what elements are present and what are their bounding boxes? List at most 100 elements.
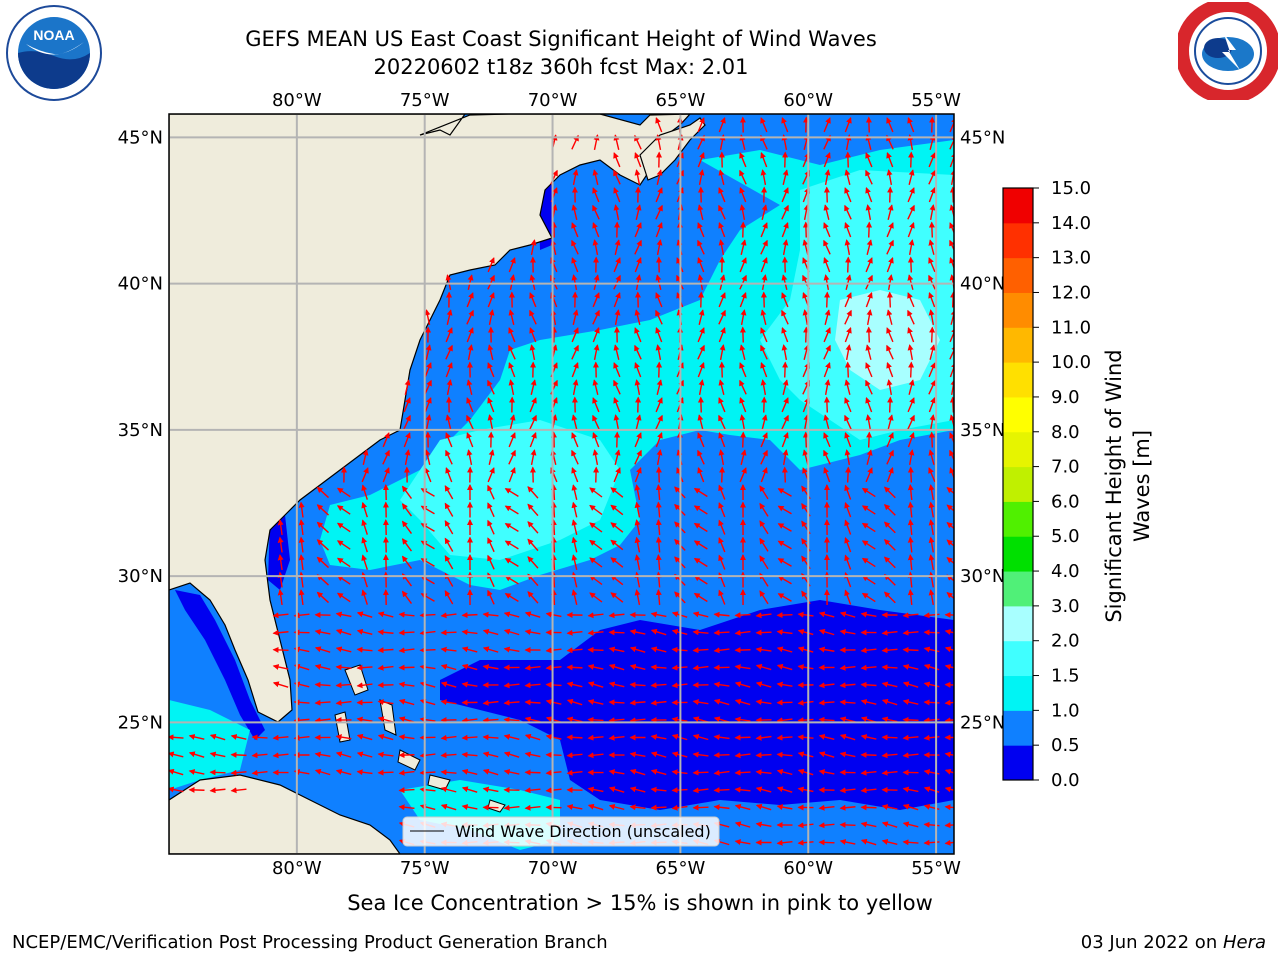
wave-direction-arrow [545, 751, 562, 758]
wave-direction-arrow [613, 257, 621, 273]
lon-label: 70°W [528, 90, 578, 111]
wave-direction-arrow [419, 716, 436, 723]
lon-label: 75°W [400, 90, 450, 111]
wave-direction-arrow [419, 612, 436, 619]
wave-direction-arrow [887, 274, 894, 291]
wave-direction-arrow [587, 646, 604, 653]
wave-direction-arrow [902, 716, 919, 723]
wave-direction-arrow [824, 291, 831, 308]
colorbar-tick-label: 8.0 [1051, 422, 1080, 443]
wave-direction-arrow [445, 274, 452, 290]
wave-direction-arrow [860, 647, 877, 654]
wave-direction-arrow [466, 327, 474, 343]
wave-direction-arrow [529, 344, 536, 360]
wave-direction-arrow [504, 505, 519, 515]
wave-direction-arrow [907, 187, 915, 203]
wave-direction-arrow [401, 503, 413, 517]
wave-direction-arrow [508, 449, 516, 465]
wave-direction-arrow [420, 505, 435, 515]
wave-direction-arrow [907, 554, 914, 571]
wave-direction-arrow [545, 647, 562, 654]
wave-direction-arrow [944, 822, 954, 829]
wave-direction-arrow [797, 717, 814, 724]
wave-direction-arrow [734, 734, 751, 741]
wave-direction-arrow [461, 804, 478, 810]
wave-direction-arrow [823, 362, 831, 378]
wave-direction-arrow [839, 716, 856, 723]
wave-direction-arrow [944, 681, 954, 688]
wave-direction-arrow [823, 274, 830, 291]
wave-direction-arrow [440, 752, 457, 759]
wave-direction-arrow [608, 629, 625, 636]
wave-direction-arrow [883, 556, 896, 569]
wave-direction-arrow [718, 379, 725, 395]
wave-direction-arrow [466, 449, 473, 465]
wave-direction-arrow [883, 521, 896, 534]
wave-direction-arrow [419, 698, 436, 706]
wave-direction-arrow [634, 536, 641, 553]
land-north-america [169, 114, 691, 723]
wave-direction-arrow [928, 379, 936, 395]
wave-direction-arrow [419, 769, 436, 776]
wave-direction-arrow [361, 467, 369, 483]
wave-direction-arrow [755, 752, 772, 759]
wave-direction-arrow [589, 539, 603, 551]
wave-direction-arrow [928, 187, 936, 203]
wave-direction-arrow [482, 699, 499, 706]
wave-direction-arrow [440, 769, 457, 776]
wave-direction-arrow [881, 838, 898, 845]
wave-direction-arrow [650, 804, 667, 811]
wave-direction-arrow [461, 629, 478, 636]
colorbar-tick-label: 3.0 [1051, 596, 1080, 617]
wave-direction-arrow [755, 681, 772, 688]
wave-direction-arrow [760, 432, 768, 448]
wave-direction-arrow [946, 557, 954, 565]
wave-direction-arrow [839, 629, 856, 636]
wave-direction-arrow [861, 592, 876, 603]
wave-direction-arrow [524, 699, 541, 706]
wave-direction-arrow [739, 169, 747, 185]
wave-direction-arrow [865, 379, 873, 395]
colorbar-segment [1003, 431, 1033, 468]
wave-direction-arrow [566, 804, 583, 810]
wave-direction-arrow [776, 734, 793, 741]
wave-direction-arrow [571, 239, 579, 255]
wave-direction-arrow [550, 571, 557, 588]
wave-direction-arrow [188, 769, 205, 775]
wave-direction-arrow [886, 327, 894, 343]
wave-direction-arrow [823, 327, 831, 343]
wave-direction-arrow [655, 554, 662, 571]
wave-direction-arrow [461, 734, 478, 741]
wave-direction-arrow [592, 292, 600, 308]
wave-direction-arrow [887, 186, 894, 203]
wave-direction-arrow [508, 344, 516, 360]
colorbar-segment [1003, 745, 1033, 781]
wave-direction-arrow [419, 752, 436, 759]
wave-direction-arrow [571, 467, 579, 483]
wave-direction-arrow [886, 117, 894, 133]
wave-direction-arrow [734, 629, 751, 636]
wave-direction-arrow [335, 699, 352, 706]
wave-direction-arrow [865, 292, 873, 308]
wave-direction-arrow [739, 152, 747, 168]
wave-direction-arrow [697, 362, 705, 378]
wave-direction-arrow [503, 804, 520, 811]
wave-direction-arrow [949, 467, 954, 480]
noaa-logo: NOAA [6, 5, 102, 101]
wave-direction-arrow [419, 629, 436, 636]
wave-direction-arrow [610, 487, 624, 498]
wave-direction-arrow [697, 117, 705, 133]
wave-direction-arrow [907, 204, 915, 220]
wave-direction-arrow [419, 681, 436, 688]
wave-direction-arrow [566, 769, 583, 776]
wave-direction-arrow [760, 239, 768, 255]
wave-direction-arrow [298, 536, 305, 553]
wave-direction-arrow [419, 647, 436, 654]
wave-direction-arrow [361, 484, 368, 500]
wave-direction-arrow [818, 699, 835, 706]
wave-direction-arrow [781, 292, 789, 308]
wave-direction-arrow [844, 222, 852, 238]
wave-direction-arrow [634, 152, 642, 168]
wave-direction-arrow [272, 646, 289, 653]
wave-direction-arrow [907, 397, 915, 413]
